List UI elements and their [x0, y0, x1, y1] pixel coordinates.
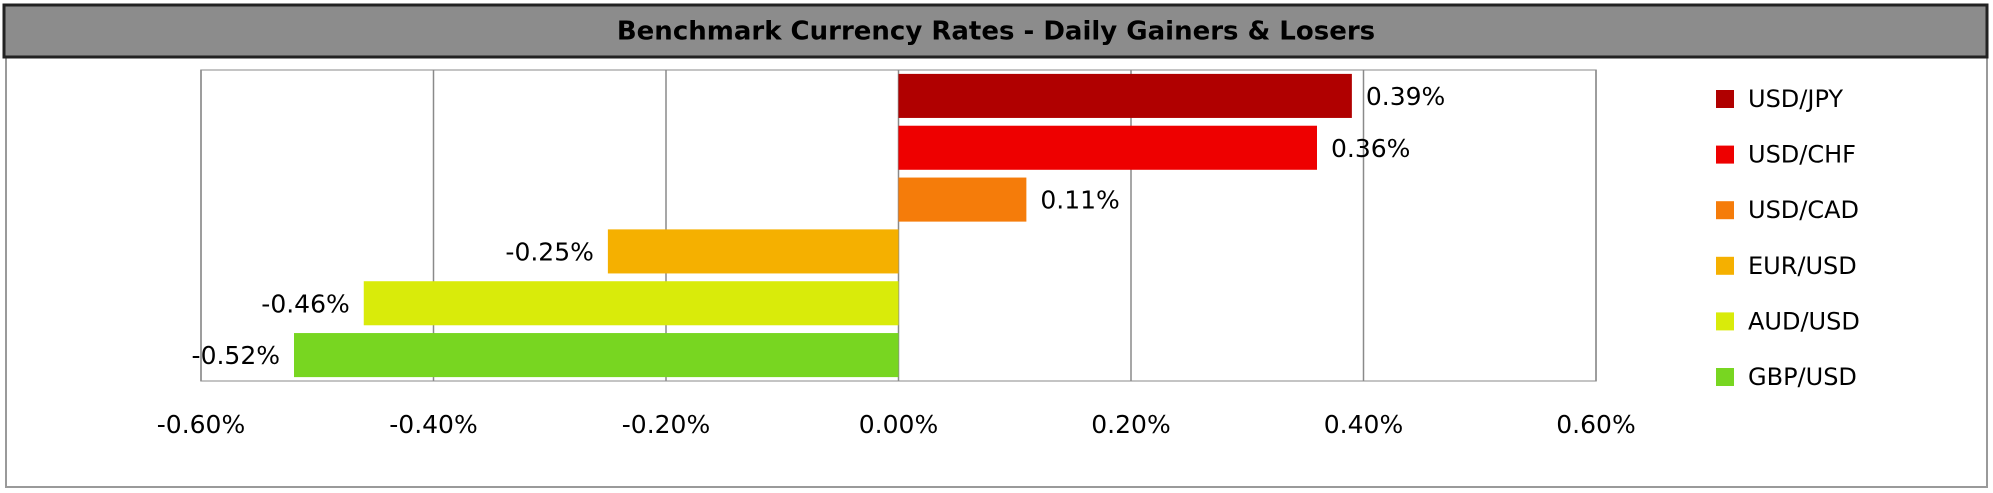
legend-swatch	[1716, 90, 1734, 108]
legend-label: EUR/USD	[1748, 252, 1857, 280]
legend-swatch	[1716, 201, 1734, 220]
x-tick-label: -0.40%	[389, 410, 477, 439]
legend-label: USD/JPY	[1748, 85, 1843, 113]
legend-swatch	[1716, 368, 1734, 386]
bar	[898, 177, 1027, 222]
value-label: -0.52%	[192, 341, 280, 370]
x-tick-label: 0.20%	[1091, 410, 1170, 439]
bar	[607, 229, 899, 274]
value-label: -0.25%	[505, 237, 593, 266]
x-tick-label: -0.60%	[157, 410, 245, 439]
chart-title: Benchmark Currency Rates - Daily Gainers…	[617, 17, 1375, 47]
legend-label: USD/CHF	[1748, 141, 1856, 169]
legend-swatch	[1716, 312, 1734, 331]
x-tick-label: 0.60%	[1556, 410, 1635, 439]
chart-frame	[5, 56, 1988, 488]
legend-swatch	[1716, 145, 1734, 164]
bar	[294, 333, 899, 378]
x-tick-label: 0.00%	[859, 410, 938, 439]
legend-label: GBP/USD	[1748, 363, 1857, 391]
value-label: -0.46%	[261, 289, 349, 318]
bar	[898, 73, 1352, 118]
x-tick-label: 0.40%	[1324, 410, 1403, 439]
x-tick-label: -0.20%	[622, 410, 710, 439]
legend-label: USD/CAD	[1748, 196, 1859, 224]
value-label: 0.11%	[1040, 186, 1119, 215]
title-bar	[2, 3, 1989, 59]
value-label: 0.39%	[1366, 82, 1445, 111]
value-label: 0.36%	[1331, 134, 1410, 163]
bar	[898, 125, 1317, 170]
bar	[363, 281, 899, 326]
legend-label: AUD/USD	[1748, 307, 1860, 335]
legend-swatch	[1716, 256, 1734, 275]
